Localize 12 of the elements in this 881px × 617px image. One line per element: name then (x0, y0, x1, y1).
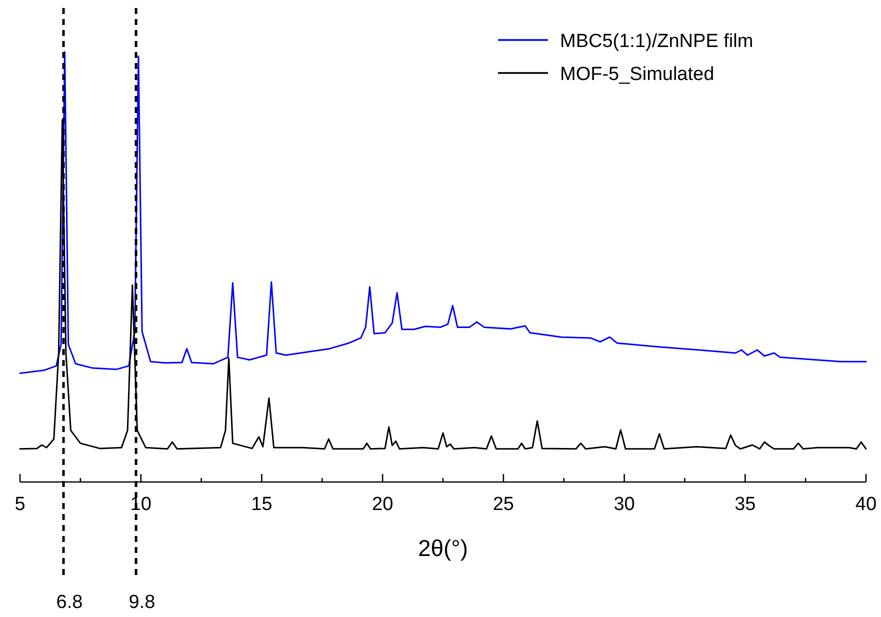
x-tick-label: 15 (251, 494, 272, 515)
ref-line-label: 9.8 (128, 592, 156, 613)
x-axis-title: 2θ(°) (418, 535, 468, 561)
x-tick-label: 30 (614, 494, 635, 515)
x-tick-label: 40 (855, 494, 877, 515)
x-tick-label: 35 (734, 494, 756, 515)
ref-line-label: 6.8 (56, 592, 83, 613)
x-tick-label: 5 (14, 494, 26, 515)
x-tick-label: 20 (372, 494, 394, 515)
legend-label: MOF-5_Simulated (560, 64, 714, 85)
legend-label: MBC5(1:1)/ZnNPE film (560, 31, 754, 52)
x-tick-label: 25 (492, 494, 514, 515)
